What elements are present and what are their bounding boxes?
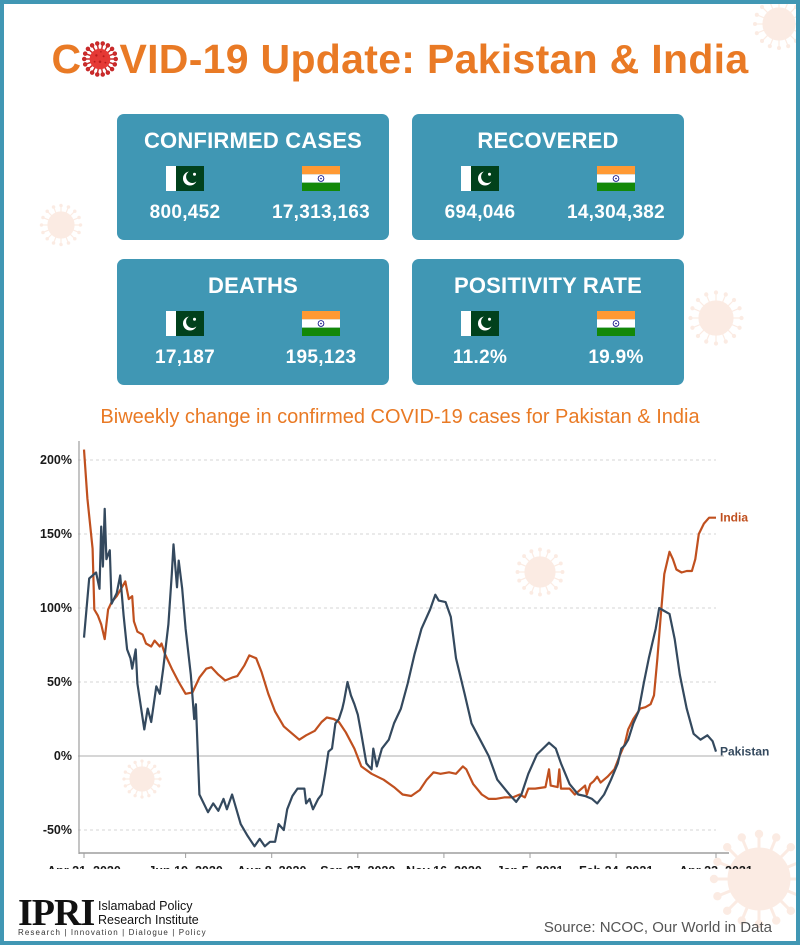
- virus-decoration-icon: [709, 829, 796, 929]
- india-value: 19.9%: [588, 347, 644, 368]
- y-tick-label: 50%: [47, 675, 72, 689]
- logo-tagline: Research | Innovation | Dialogue | Polic…: [18, 928, 207, 937]
- series-line-pakistan: [82, 507, 718, 848]
- series-label-pakistan: Pakistan: [720, 745, 769, 759]
- y-axis-ticks: 200% 150% 100% 50% 0% -50%: [40, 453, 72, 837]
- gridlines: [78, 459, 724, 831]
- org-name: Islamabad Policy Research Institute: [98, 899, 228, 927]
- pakistan-flag-icon: [461, 166, 499, 191]
- virus-decoration-icon: [39, 203, 83, 247]
- pakistan-flag-icon: [166, 166, 204, 191]
- x-tick-label: Jun 19, 2020: [148, 864, 222, 869]
- title-prefix: C: [51, 36, 82, 82]
- x-tick-label: Apr 23, 2021: [679, 864, 753, 869]
- logo-wordmark: IPRI: [18, 892, 95, 934]
- pakistan-value: 17,187: [155, 347, 215, 368]
- org-name-line2: Research Institute: [98, 913, 199, 927]
- recovered-card: RECOVERED 694,046 14,304,382: [412, 114, 684, 240]
- positivity-rate-card: POSITIVITY RATE 11.2% 19.9%: [412, 259, 684, 385]
- virus-decoration-icon: [752, 4, 796, 51]
- x-tick-label: Apr 21, 2020: [47, 864, 121, 869]
- deaths-card: DEATHS 17,187 195,123: [117, 259, 389, 385]
- series-lines: [82, 449, 718, 848]
- pakistan-value: 11.2%: [452, 347, 508, 368]
- series-line-india: [82, 449, 716, 800]
- axes: [78, 441, 729, 854]
- virus-decoration-icon: [688, 290, 744, 346]
- virus-decoration-icon: [122, 759, 162, 799]
- title-rest: VID-19 Update: Pakistan & India: [119, 36, 749, 82]
- card-title: POSITIVITY RATE: [454, 273, 642, 298]
- virus-decoration-icon: [515, 547, 565, 597]
- card-title: DEATHS: [207, 273, 299, 298]
- india-value: 17,313,163: [271, 202, 371, 223]
- india-flag-icon: [597, 166, 635, 191]
- y-tick-label: -50%: [43, 823, 72, 837]
- y-tick-label: 150%: [40, 527, 72, 541]
- series-label-india: India: [720, 511, 748, 525]
- x-axis-ticks: Apr 21, 2020 Jun 19, 2020 Aug 8, 2020 Sep 2…: [47, 853, 753, 869]
- line-chart: 200% 150% 100% 50% 0% -50% Apr 21, 2020 Jun 19…: [40, 441, 769, 869]
- india-value: 14,304,382: [566, 202, 666, 223]
- page-title: C VID-19 Update: Pakistan & India: [4, 36, 796, 83]
- x-tick-label: Aug 8, 2020: [237, 864, 307, 869]
- x-tick-label: Jan 5, 2021: [497, 864, 564, 869]
- x-tick-label: Sep 27, 2020: [320, 864, 395, 869]
- india-flag-icon: [302, 166, 340, 191]
- card-title: RECOVERED: [477, 128, 619, 153]
- org-name-line1: Islamabad Policy: [98, 899, 193, 913]
- chart-title: Biweekly change in confirmed COVID-19 ca…: [100, 406, 700, 428]
- confirmed-cases-card: CONFIRMED CASES 800,452 17,313,163: [117, 114, 389, 240]
- india-flag-icon: [302, 311, 340, 336]
- card-title: CONFIRMED CASES: [143, 128, 363, 153]
- source-note: Source: NCOC, Our World in Data: [543, 919, 772, 936]
- pakistan-value: 694,046: [444, 202, 516, 223]
- india-value: 195,123: [285, 347, 357, 368]
- y-tick-label: 100%: [40, 601, 72, 615]
- x-tick-label: Feb 24, 2021: [579, 864, 653, 869]
- y-tick-label: 200%: [40, 453, 72, 467]
- x-tick-label: Nov 16, 2020: [406, 864, 482, 869]
- coronavirus-icon: [82, 41, 119, 77]
- india-flag-icon: [597, 311, 635, 336]
- pakistan-flag-icon: [166, 311, 204, 336]
- pakistan-value: 800,452: [149, 202, 221, 223]
- pakistan-flag-icon: [461, 311, 499, 336]
- y-tick-label: 0%: [54, 749, 72, 763]
- series-labels: India Pakistan: [720, 511, 769, 759]
